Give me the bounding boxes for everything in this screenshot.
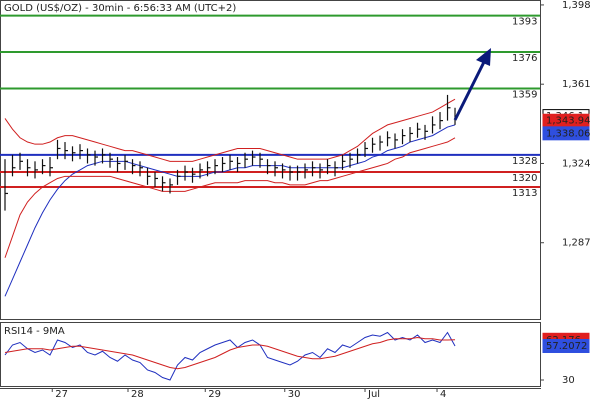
indicator-line (4, 98, 456, 162)
price-tag-label: 1,343.94 (546, 116, 590, 127)
rsi-line (4, 331, 456, 381)
forecast-arrow (453, 61, 486, 121)
level-label: 1328 (512, 156, 537, 167)
price-tag (542, 338, 590, 353)
level-label: 1359 (512, 89, 537, 100)
indicator-line (4, 137, 456, 258)
level-label: 1393 (512, 17, 537, 28)
chart-title: GOLD (US$/OZ) - 30min - 6:56:33 AM (UTC+… (4, 3, 236, 14)
x-tick-label: Jul (367, 389, 380, 400)
price-tag-label: 1,338.06 (546, 128, 590, 139)
y-tick-label: 1,361 (562, 79, 590, 90)
rsi-title: RSI14 - 9MA (4, 326, 65, 337)
x-tick-label: 28 (131, 389, 144, 400)
level-label: 1376 (512, 53, 537, 64)
x-tick-label: 30 (288, 389, 301, 400)
level-label: 1313 (512, 188, 537, 199)
x-tick-label: 29 (208, 389, 221, 400)
x-tick-label: 27 (55, 389, 68, 400)
x-tick-label: 4 (440, 389, 446, 400)
price-tag (542, 126, 590, 141)
y-tick-label: 1,287 (562, 238, 590, 249)
y-tick-label: 30 (562, 375, 575, 386)
rsi-panel (0, 322, 541, 387)
level-label: 1320 (512, 173, 537, 184)
y-tick-label: 1,398 (562, 0, 590, 11)
price-panel (0, 0, 541, 320)
indicator-line (4, 124, 456, 297)
rsi-line (4, 336, 456, 370)
y-tick-label: 1,324 (562, 158, 590, 169)
price-tag-label: 57.2072 (546, 341, 587, 352)
arrow-head (476, 48, 491, 66)
